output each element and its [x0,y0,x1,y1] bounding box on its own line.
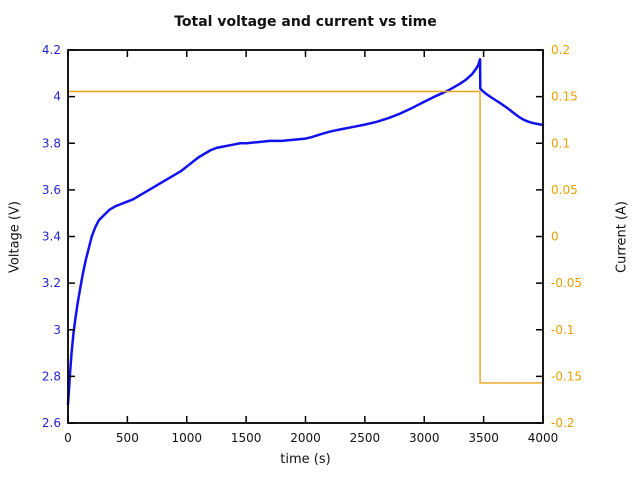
y-right-tick-label: 0.1 [551,136,570,150]
y-axis-label-current: Current (A) [614,201,630,273]
x-tick-label: 4000 [528,431,559,445]
y-left-tick-label: 3.6 [42,183,61,197]
series-current [67,90,544,384]
y-right-tick-label: -0.2 [551,416,574,430]
x-tick-label: 2500 [350,431,381,445]
x-tick-label: 1500 [231,431,262,445]
y-left-tick-label: 2.6 [42,416,61,430]
y-right-tick-label: -0.15 [551,369,582,383]
y-left-tick-label: 3.2 [42,276,61,290]
y-right-tick-label: 0.15 [551,90,578,104]
plot-border [67,49,544,424]
y-axis-label-voltage: Voltage (V) [7,201,23,273]
x-axis-label: time (s) [280,452,331,467]
series-total-voltage [66,58,545,406]
x-tick-label: 0 [64,431,72,445]
x-tick-label: 2000 [290,431,321,445]
y-right-tick-label: -0.05 [551,276,582,290]
y-right-tick-label: 0.05 [551,183,578,197]
x-tick-label: 3000 [409,431,440,445]
y-left-tick-label: 3 [53,323,61,337]
series-layer [66,58,545,406]
y-left-tick-label: 4.2 [42,43,61,57]
chart-title: Total voltage and current vs time [174,14,437,30]
y-left-tick-label: 3.4 [42,230,61,244]
y-left-tick-label: 3.8 [42,136,61,150]
y-right-tick-label: -0.1 [551,323,574,337]
x-tick-label: 3500 [468,431,499,445]
y-right-tick-label: 0 [551,230,559,244]
y-left-tick-label: 2.8 [42,369,61,383]
x-tick-label: 1000 [171,431,202,445]
tick-layer: 0 500 1000 1500 2000 2500 3000 3500 4000 2.6 2.8 3 3… [42,43,582,445]
y-left-tick-label: 4 [53,90,61,104]
x-tick-label: 500 [116,431,139,445]
y-right-tick-label: 0.2 [551,43,570,57]
